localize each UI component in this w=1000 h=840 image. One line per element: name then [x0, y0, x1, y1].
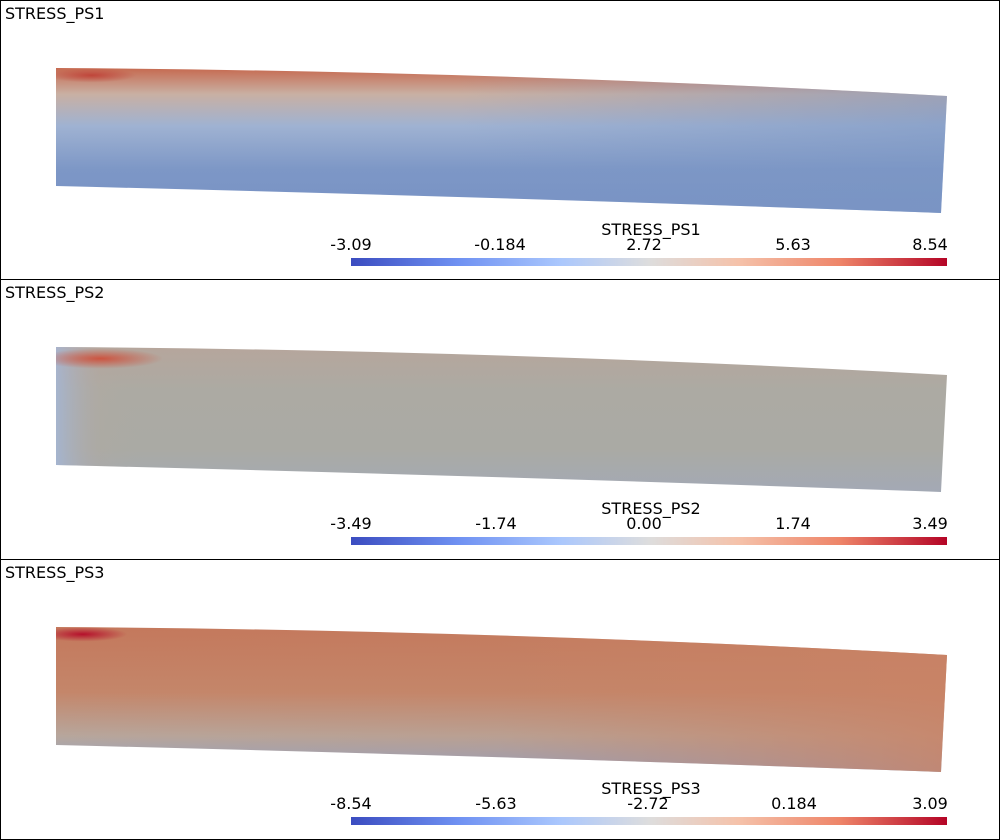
colorbar-tick-label: 5.63 — [775, 235, 811, 254]
beam-contour-plot — [56, 347, 947, 492]
colorbar-tick-label: 1.74 — [775, 514, 811, 533]
colorbar — [351, 258, 947, 266]
colorbar-tick-label: 0.00 — [626, 514, 662, 533]
colorbar-tick-label: -3.09 — [330, 235, 372, 254]
colorbar-tick-label: -1.74 — [475, 514, 517, 533]
colorbar-tick-label: -2.72 — [627, 794, 669, 813]
colorbar-tick-label: -0.184 — [474, 235, 526, 254]
beam-contour-plot — [56, 68, 947, 213]
panel-title: STRESS_PS2 — [5, 283, 105, 302]
panel-title: STRESS_PS1 — [5, 4, 105, 23]
plot-panel-stress-ps3: STRESS_PS3 STRESS_PS3 -8.54 -5.63 -2.72 … — [0, 560, 1000, 840]
beam-contour-plot — [56, 627, 947, 772]
colorbar-tick-label: -8.54 — [330, 794, 372, 813]
colorbar-tick-label: 3.49 — [912, 514, 948, 533]
colorbar-title: STRESS_PS1 — [601, 220, 701, 239]
plot-panel-stress-ps1: STRESS_PS1 STRESS_PS1 -3.09 -0.184 2.72 … — [0, 0, 1000, 280]
colorbar — [351, 537, 947, 545]
colorbar-title: STRESS_PS3 — [601, 779, 701, 798]
panel-title: STRESS_PS3 — [5, 563, 105, 582]
colorbar-tick-label: 0.184 — [771, 794, 817, 813]
colorbar-tick-label: 2.72 — [626, 235, 662, 254]
colorbar-tick-label: -5.63 — [475, 794, 517, 813]
colorbar-tick-label: 8.54 — [912, 235, 948, 254]
colorbar — [351, 817, 947, 825]
colorbar-title: STRESS_PS2 — [601, 499, 701, 518]
plot-panel-stress-ps2: STRESS_PS2 STRESS_PS2 -3.49 -1.74 0.00 1… — [0, 280, 1000, 560]
colorbar-tick-label: -3.49 — [330, 514, 372, 533]
colorbar-tick-label: 3.09 — [912, 794, 948, 813]
